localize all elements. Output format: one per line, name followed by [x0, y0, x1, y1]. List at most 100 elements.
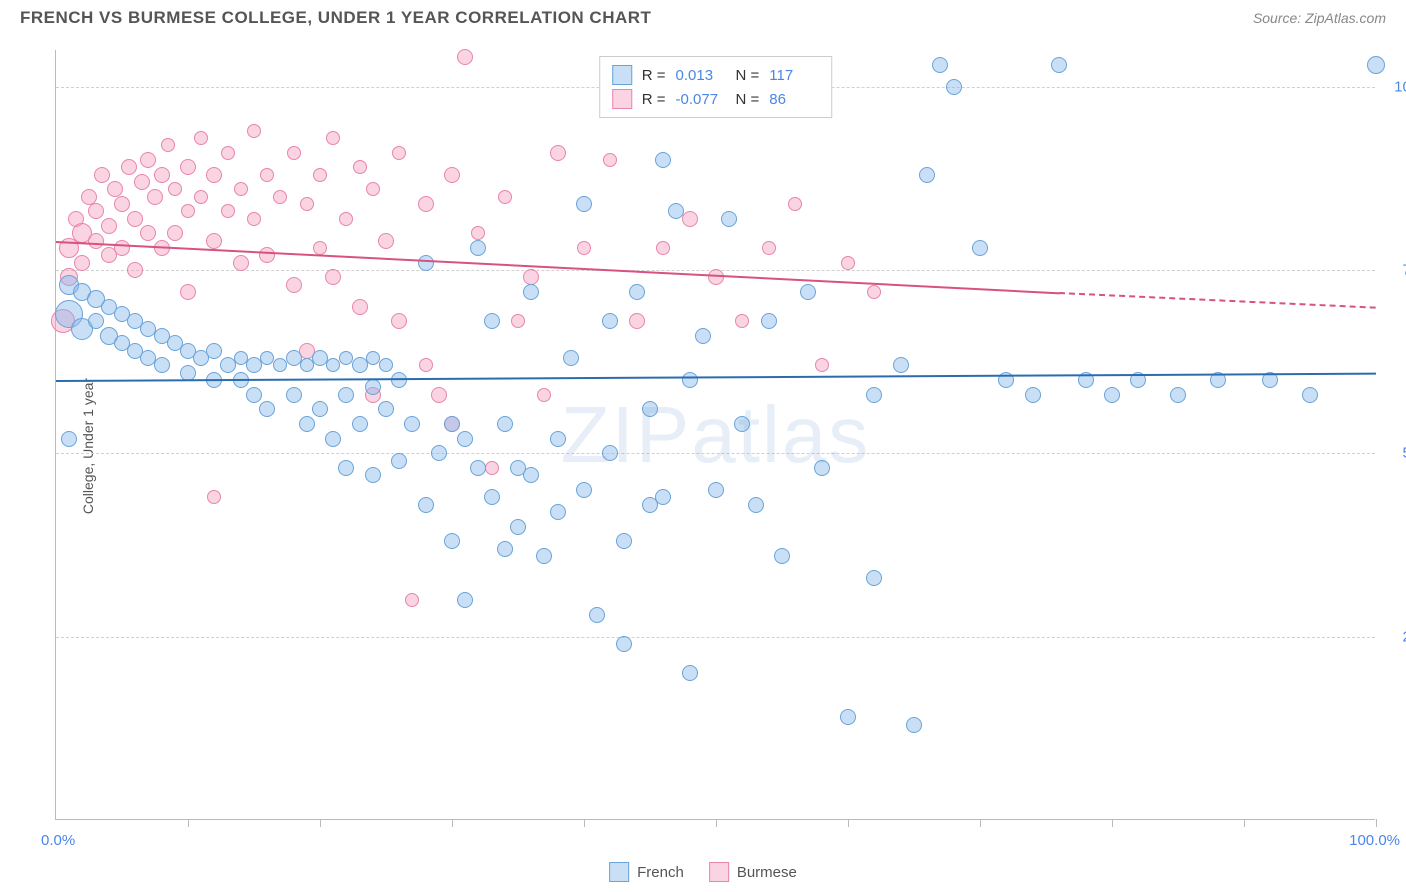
french-point: [154, 357, 170, 373]
french-point: [721, 211, 737, 227]
french-point: [866, 570, 882, 586]
burmese-swatch: [612, 89, 632, 109]
french-point: [576, 196, 592, 212]
burmese-regression-extrapolation: [1059, 292, 1376, 309]
french-point: [748, 497, 764, 513]
legend-row-french: R = 0.013 N = 117: [612, 63, 820, 87]
french-point: [312, 401, 328, 417]
r-label: R =: [642, 67, 666, 84]
french-point: [338, 387, 354, 403]
french-point: [404, 416, 420, 432]
french-point: [906, 717, 922, 733]
french-point: [616, 636, 632, 652]
n-label: N =: [736, 67, 760, 84]
burmese-point: [353, 160, 367, 174]
french-point: [365, 467, 381, 483]
french-point: [366, 351, 380, 365]
burmese-regression-line: [56, 241, 1059, 294]
burmese-point: [537, 388, 551, 402]
burmese-point: [74, 255, 90, 271]
french-point: [418, 497, 434, 513]
burmese-point: [114, 240, 130, 256]
french-swatch: [612, 65, 632, 85]
y-tick-label: 75.0%: [1385, 262, 1406, 279]
french-point: [510, 519, 526, 535]
legend-row-burmese: R = -0.077 N = 86: [612, 87, 820, 111]
french-point: [484, 313, 500, 329]
burmese-point: [287, 146, 301, 160]
french-n-value: 117: [769, 67, 819, 84]
x-tick: [320, 819, 321, 827]
burmese-point: [140, 225, 156, 241]
burmese-point: [206, 233, 222, 249]
burmese-point: [313, 168, 327, 182]
gridline: [56, 453, 1375, 454]
french-point: [536, 548, 552, 564]
burmese-point: [313, 241, 327, 255]
burmese-point: [127, 262, 143, 278]
x-tick: [1376, 819, 1377, 827]
burmese-point: [325, 269, 341, 285]
burmese-point: [735, 314, 749, 328]
r-label: R =: [642, 91, 666, 108]
legend-burmese: Burmese: [709, 862, 797, 882]
burmese-point: [140, 152, 156, 168]
burmese-r-value: -0.077: [676, 91, 726, 108]
burmese-point: [708, 269, 724, 285]
burmese-point: [181, 204, 195, 218]
burmese-point: [326, 131, 340, 145]
burmese-point: [101, 218, 117, 234]
french-point: [866, 387, 882, 403]
french-point: [1302, 387, 1318, 403]
burmese-point: [431, 387, 447, 403]
burmese-point: [418, 196, 434, 212]
french-point: [444, 533, 460, 549]
burmese-point: [485, 461, 499, 475]
burmese-point: [762, 241, 776, 255]
french-point: [523, 284, 539, 300]
french-point: [932, 57, 948, 73]
burmese-point: [286, 277, 302, 293]
french-point: [563, 350, 579, 366]
x-max-label: 100.0%: [1349, 832, 1400, 849]
burmese-point: [788, 197, 802, 211]
french-swatch-icon: [609, 862, 629, 882]
french-point: [431, 445, 447, 461]
x-tick: [848, 819, 849, 827]
burmese-point: [221, 204, 235, 218]
burmese-point: [391, 313, 407, 329]
french-point: [1051, 57, 1067, 73]
burmese-point: [498, 190, 512, 204]
french-point: [457, 592, 473, 608]
burmese-point: [88, 203, 104, 219]
burmese-point: [366, 182, 380, 196]
french-point: [523, 467, 539, 483]
legend-french: French: [609, 862, 684, 882]
french-regression-line: [56, 373, 1376, 382]
french-point: [325, 431, 341, 447]
source-label: Source: ZipAtlas.com: [1253, 10, 1386, 26]
french-point: [299, 416, 315, 432]
burmese-point: [259, 247, 275, 263]
french-point: [1104, 387, 1120, 403]
y-tick-label: 50.0%: [1385, 445, 1406, 462]
french-point: [379, 358, 393, 372]
burmese-point: [114, 196, 130, 212]
burmese-point: [405, 593, 419, 607]
burmese-point: [94, 167, 110, 183]
burmese-n-value: 86: [769, 91, 819, 108]
burmese-point: [194, 190, 208, 204]
y-tick-label: 100.0%: [1385, 78, 1406, 95]
french-point: [800, 284, 816, 300]
french-point: [655, 152, 671, 168]
x-tick: [716, 819, 717, 827]
burmese-point: [207, 490, 221, 504]
french-point: [695, 328, 711, 344]
french-point: [1170, 387, 1186, 403]
french-point: [946, 79, 962, 95]
french-point: [814, 460, 830, 476]
burmese-point: [300, 197, 314, 211]
french-point: [61, 431, 77, 447]
series-legend: French Burmese: [609, 862, 797, 882]
burmese-point: [867, 285, 881, 299]
